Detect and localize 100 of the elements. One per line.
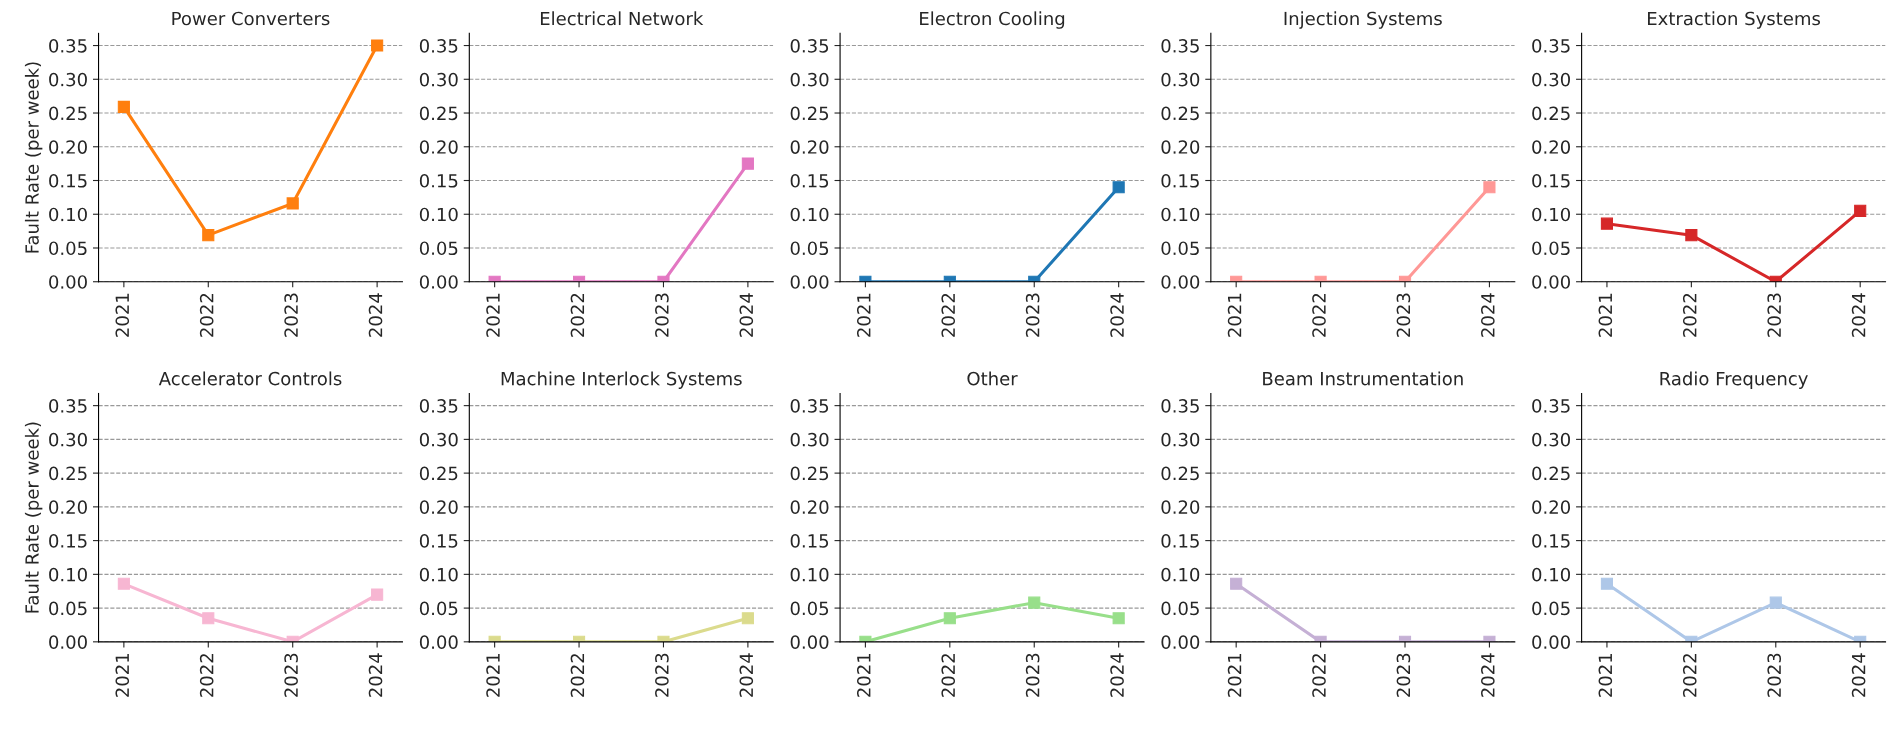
x-tick-label: 2023 [1025, 653, 1040, 697]
x-tick-label: 2021 [856, 653, 871, 697]
y-tick-label: 0.05 [1532, 241, 1570, 256]
y-tick-label: 0.05 [790, 241, 829, 256]
y-tick-label: 0.10 [49, 207, 87, 222]
y-tick-label: 0.25 [1161, 466, 1199, 481]
chart-title: Machine Interlock Systems [501, 371, 742, 389]
chart-title: Accelerator Controls [158, 371, 342, 386]
y-tick-label: 0.10 [419, 207, 458, 222]
y-tick-label: 0.15 [419, 173, 458, 188]
y-tick-label: 0.15 [1532, 534, 1570, 548]
y-tick-label: 0.00 [1532, 635, 1570, 649]
y-tick-label: 0.00 [790, 275, 829, 289]
y-tick-label: 0.30 [49, 432, 87, 447]
y-tick-label: 0.35 [419, 39, 458, 53]
y-tick-label: 0.10 [790, 567, 829, 582]
x-tick-label: 2022 [1312, 293, 1326, 337]
y-tick-label: 0.35 [49, 399, 87, 413]
x-tick-label: 2024 [1110, 653, 1124, 697]
y-tick-label: 0.15 [49, 173, 87, 188]
y-tick-label: 0.10 [419, 567, 458, 582]
x-tick-label: 2023 [284, 293, 298, 337]
x-tick-label: 2021 [1598, 293, 1613, 337]
y-tick-label: 0.35 [49, 39, 87, 53]
x-tick-label: 2023 [1396, 653, 1411, 697]
y-tick-label: 0.25 [419, 466, 458, 481]
y-tick-label: 0.05 [49, 241, 87, 256]
x-tick-label: 2022 [570, 293, 585, 337]
chart-title: Injection Systems [1284, 11, 1442, 29]
y-tick-label: 0.05 [49, 601, 87, 616]
y-tick-label: 0.30 [1532, 72, 1570, 87]
y-tick-label: 0.30 [790, 72, 829, 87]
y-tick-label: 0.20 [49, 140, 87, 154]
y-tick-label: 0.15 [1532, 173, 1570, 188]
y-tick-label: 0.35 [790, 39, 829, 53]
chart-title: Electron Cooling [920, 11, 1065, 29]
y-axis-title: Fault Rate (per week) [24, 422, 43, 613]
x-tick-label: 2024 [739, 653, 754, 697]
y-tick-label: 0.10 [1161, 207, 1200, 222]
y-tick-label: 0.00 [1532, 275, 1570, 289]
x-tick-label: 2023 [655, 653, 669, 697]
y-tick-label: 0.25 [419, 106, 458, 121]
x-tick-label: 2022 [1682, 293, 1697, 337]
point [371, 39, 384, 52]
y-tick-label: 0.15 [790, 534, 829, 548]
y-tick-label: 0.05 [1161, 601, 1199, 616]
x-tick-label: 2024 [739, 293, 754, 337]
y-tick-label: 0.05 [1532, 601, 1570, 616]
chart-title: Other [967, 371, 1018, 386]
x-tick-label: 2024 [1481, 293, 1495, 337]
chart-title: Beam Instrumentation [1263, 371, 1463, 386]
chart-title: Power Converters [172, 11, 330, 26]
x-tick-label: 2021 [1598, 653, 1613, 697]
x-tick-label: 2022 [199, 654, 214, 697]
y-tick-label: 0.35 [1532, 39, 1570, 53]
x-tick-label: 2021 [115, 653, 130, 697]
point [117, 100, 130, 114]
y-tick-label: 0.00 [1161, 635, 1200, 649]
x-tick-label: 2023 [1767, 653, 1782, 697]
y-tick-label: 0.30 [419, 72, 458, 87]
y-tick-label: 0.30 [790, 432, 829, 447]
y-tick-label: 0.30 [1161, 72, 1200, 87]
y-tick-label: 0.35 [1532, 399, 1570, 413]
y-tick-label: 0.25 [1532, 106, 1570, 121]
y-tick-label: 0.00 [1161, 275, 1200, 289]
x-tick-label: 2022 [1312, 654, 1326, 697]
y-tick-label: 0.15 [49, 534, 87, 548]
y-tick-label: 0.00 [790, 635, 829, 649]
y-tick-label: 0.20 [1532, 140, 1570, 154]
y-tick-label: 0.30 [419, 432, 458, 447]
y-tick-label: 0.05 [790, 601, 829, 616]
x-tick-label: 2024 [1851, 653, 1866, 697]
y-tick-label: 0.15 [419, 534, 458, 548]
y-tick-label: 0.25 [49, 106, 87, 121]
y-tick-label: 0.15 [790, 173, 829, 188]
x-tick-label: 2023 [284, 653, 298, 697]
x-tick-label: 2022 [1682, 654, 1697, 697]
y-axis-title: Fault Rate (per week) [24, 62, 43, 253]
y-tick-label: 0.00 [419, 275, 458, 289]
x-tick-label: 2022 [199, 293, 214, 337]
y-tick-label: 0.00 [49, 275, 87, 289]
y-tick-label: 0.20 [1161, 140, 1200, 154]
y-tick-label: 0.05 [419, 241, 458, 256]
chart-title: Extraction Systems [1648, 11, 1821, 29]
x-tick-label: 2023 [1396, 293, 1411, 337]
y-tick-label: 0.30 [1161, 432, 1200, 447]
y-tick-label: 0.10 [49, 567, 87, 582]
y-tick-label: 0.10 [1532, 567, 1570, 582]
x-tick-label: 2021 [486, 653, 500, 697]
y-tick-label: 0.20 [419, 500, 458, 514]
point [286, 197, 299, 210]
y-tick-label: 0.25 [1161, 106, 1199, 121]
y-tick-label: 0.05 [1161, 241, 1199, 256]
y-tick-label: 0.00 [49, 635, 87, 649]
x-tick-label: 2024 [1481, 653, 1495, 697]
y-tick-label: 0.30 [49, 72, 87, 87]
x-tick-label: 2024 [368, 293, 383, 337]
y-tick-label: 0.35 [419, 399, 458, 413]
point [202, 229, 215, 242]
y-tick-label: 0.30 [1532, 432, 1570, 447]
